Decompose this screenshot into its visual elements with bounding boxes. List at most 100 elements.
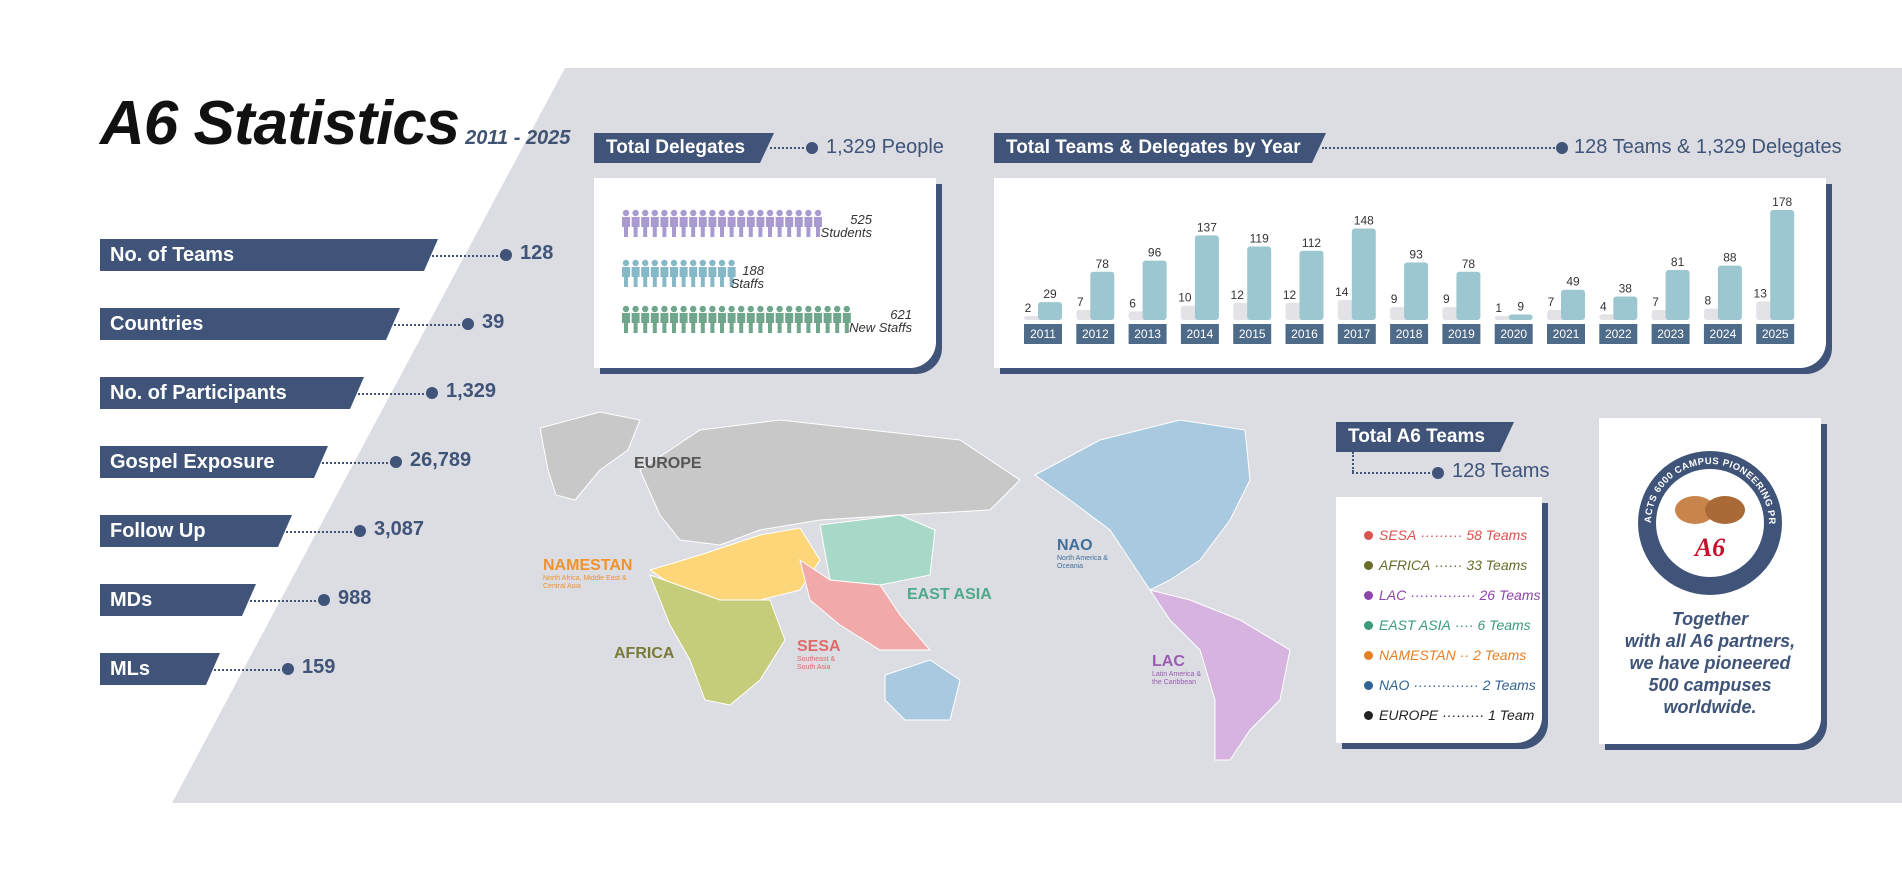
legend-item: SESA ········· 58 Teams	[1364, 527, 1527, 543]
stat-connector	[322, 462, 392, 464]
stat-label: Follow Up	[100, 515, 292, 547]
tick-label-2018: 2018	[1396, 327, 1423, 341]
bar-delegates-2015	[1247, 246, 1272, 320]
legend-leader-dots: ····	[1454, 617, 1474, 633]
legend-dot-icon	[1364, 621, 1373, 630]
legend-teams: 2 Teams	[1473, 647, 1527, 663]
tick-label-2011: 2011	[1030, 327, 1056, 341]
year-box-2014	[1180, 324, 1219, 344]
stat-label: MDs	[100, 584, 256, 616]
tick-label-2020: 2020	[1500, 327, 1527, 341]
person-icon	[679, 305, 688, 333]
person-icon	[679, 259, 688, 287]
person-icon	[756, 305, 765, 333]
bar-delegates-2025	[1770, 210, 1795, 320]
a6-teams-connector-vertical	[1352, 452, 1354, 472]
label-teams-2022: 4	[1600, 299, 1607, 313]
person-icon	[814, 305, 822, 333]
label-teams-2013: 6	[1129, 296, 1136, 310]
label-delegates-2015: 119	[1250, 231, 1269, 245]
person-icon	[727, 209, 736, 237]
stat-value: 988	[338, 587, 372, 609]
teams-by-year-connector	[1322, 147, 1562, 149]
person-icon	[804, 305, 813, 333]
total-delegates-title: Total Delegates	[594, 133, 774, 163]
stat-dot	[318, 594, 330, 606]
stat-label: Gospel Exposure	[100, 446, 328, 478]
person-icon	[814, 209, 822, 237]
person-icon	[746, 305, 755, 333]
person-icon	[622, 305, 630, 333]
person-icon	[660, 305, 669, 333]
stat-dot	[500, 249, 512, 261]
legend-region: EAST ASIA	[1379, 617, 1451, 633]
label-delegates-2013: 96	[1148, 246, 1162, 260]
stat-value: 128	[520, 242, 554, 264]
stat-dot	[462, 318, 474, 330]
person-icon	[766, 209, 774, 237]
region-label-lac: LAC Latin America & the Caribbean	[1152, 653, 1202, 686]
person-icon	[746, 209, 755, 237]
legend-item: EAST ASIA ···· 6 Teams	[1364, 617, 1531, 633]
bar-delegates-2018	[1404, 262, 1429, 320]
tick-label-2025: 2025	[1762, 327, 1789, 341]
year-box-2011	[1024, 324, 1062, 344]
stat-connector	[358, 393, 428, 395]
region-label-east-asia: EAST ASIA	[907, 586, 992, 603]
teams-by-year-dot	[1556, 142, 1568, 154]
legend-dot-icon	[1364, 591, 1373, 600]
person-icon	[756, 209, 765, 237]
stat-value: 39	[482, 311, 505, 333]
east-asia-shape	[819, 514, 936, 586]
year-range: 2011 - 2025	[465, 127, 571, 149]
bar-delegates-2019	[1456, 271, 1481, 320]
person-icon	[718, 209, 726, 237]
label-delegates-2021: 49	[1566, 275, 1580, 289]
europe-shape	[639, 419, 1021, 546]
teams-by-year-value: 128 Teams & 1,329 Delegates	[1574, 136, 1842, 158]
legend-dot-icon	[1364, 651, 1373, 660]
tick-label-2021: 2021	[1553, 327, 1580, 341]
label-delegates-2014: 137	[1197, 220, 1217, 234]
person-icon	[631, 259, 640, 287]
label-teams-2023: 7	[1652, 295, 1659, 309]
oceania-shape	[884, 659, 961, 721]
person-icon	[698, 209, 707, 237]
stat-connector	[432, 255, 502, 257]
legend-teams: 1 Team	[1488, 707, 1535, 723]
person-icon	[660, 259, 669, 287]
person-icon	[766, 305, 774, 333]
label-teams-2012: 7	[1077, 295, 1084, 309]
year-box-2013	[1128, 324, 1167, 344]
label-teams-2016: 12	[1283, 288, 1297, 302]
a6-teams-dot	[1432, 467, 1444, 479]
person-icon	[698, 305, 707, 333]
label-delegates-2017: 148	[1354, 214, 1374, 228]
label-teams-2011: 2	[1025, 301, 1032, 315]
tick-label-2019: 2019	[1448, 327, 1475, 341]
legend-dot-icon	[1364, 561, 1373, 570]
person-icon	[708, 209, 717, 237]
year-box-2019	[1442, 324, 1481, 344]
a6-mark: A6	[1693, 533, 1725, 562]
tick-label-2024: 2024	[1710, 327, 1737, 341]
year-box-2023	[1651, 324, 1690, 344]
tick-label-2015: 2015	[1239, 327, 1266, 341]
year-box-2015	[1233, 324, 1272, 344]
person-icon	[670, 259, 678, 287]
stat-dot	[426, 387, 438, 399]
year-box-2020	[1494, 324, 1533, 344]
legend-leader-dots: ··············	[1413, 677, 1479, 693]
label-delegates-2024: 88	[1723, 251, 1737, 265]
year-box-2022	[1599, 324, 1638, 344]
legend-region: NAMESTAN	[1379, 647, 1456, 663]
label-teams-2014: 10	[1178, 291, 1192, 305]
label-delegates-2011: 29	[1043, 287, 1057, 301]
person-icon	[698, 259, 707, 287]
label-delegates-2025: 178	[1772, 195, 1792, 209]
stat-value: 26,789	[410, 449, 472, 471]
person-icon	[785, 209, 794, 237]
bar-delegates-2020	[1508, 314, 1533, 320]
closing-message: Together with all A6 partners, we have p…	[1624, 609, 1796, 717]
